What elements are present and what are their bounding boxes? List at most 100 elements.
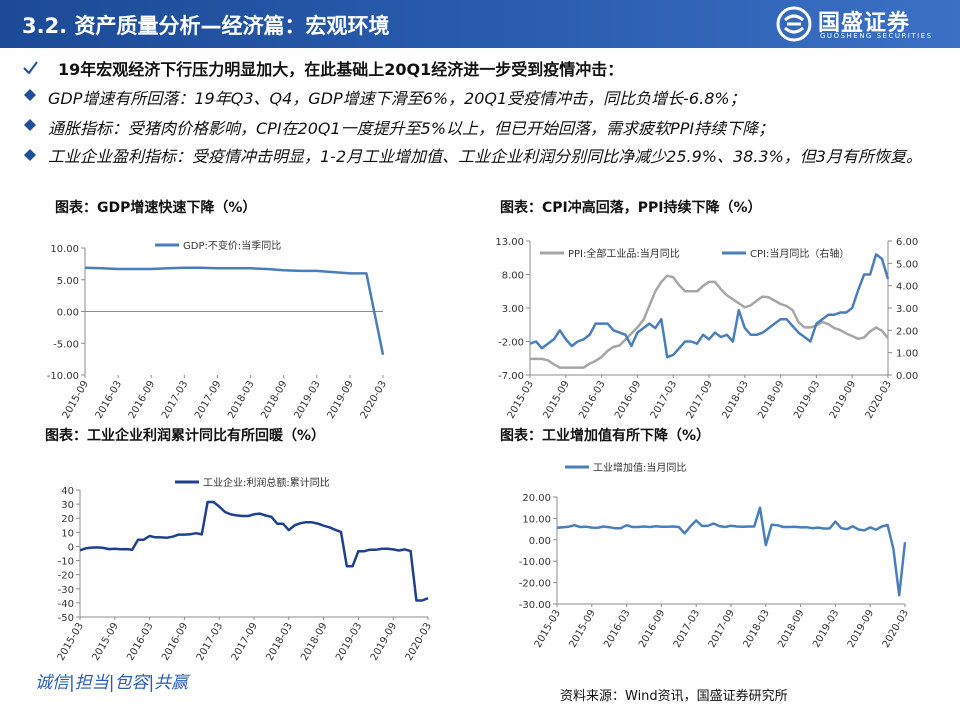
x-tick-label: 2015-09	[541, 379, 571, 421]
y-tick-label: 0	[68, 542, 74, 553]
header: 3.2. 资产质量分析—经济篇：宏观环境 国盛证券 GUOSHENG SECUR…	[0, 0, 960, 48]
y-tick-label: -7.00	[498, 371, 524, 382]
x-tick-label: 2018-03	[741, 608, 771, 650]
x-tick-label: 2016-09	[613, 379, 643, 421]
y2-tick-label: 0.00	[896, 371, 918, 382]
diamond-icon	[24, 89, 36, 101]
legend-label: 工业增加值:当月同比	[593, 461, 686, 474]
bullet: GDP增速有所回落：19年Q3、Q4，GDP增速下滑至6%，20Q1受疫情冲击，…	[48, 89, 746, 108]
y2-tick-label: 4.00	[896, 282, 918, 293]
x-tick-label: 2020-03	[864, 379, 894, 421]
x-tick-label: 2017-09	[707, 608, 737, 650]
x-tick-label: 2015-03	[533, 608, 563, 650]
x-tick-label: 2016-03	[94, 379, 124, 421]
logo-sub: GUOSHENG SECURITIES	[820, 32, 933, 40]
x-tick-label: 2015-03	[506, 379, 536, 421]
bullet: 工业企业盈利指标：受疫情冲击明显，1-2月工业增加值、工业企业利润分别同比净减少…	[48, 147, 922, 166]
x-tick-label: 2016-09	[637, 608, 667, 650]
chart-title: 图表：CPI冲高回落，PPI持续下降（%）	[500, 199, 762, 216]
x-tick-label: 2018-03	[226, 379, 256, 421]
y2-tick-label: 1.00	[896, 349, 918, 360]
y-tick-label: -40	[58, 599, 74, 610]
y-tick-label: 0.00	[529, 536, 551, 547]
x-tick-label: 2018-03	[264, 621, 294, 663]
legend-label: 工业企业:利润总额:累计同比	[203, 476, 330, 489]
x-tick-label: 2017-03	[160, 379, 190, 421]
chart-title: 图表：GDP增速快速下降（%）	[55, 199, 256, 216]
x-tick-label: 2018-03	[720, 379, 750, 421]
y-tick-label: -30	[58, 585, 74, 596]
x-tick-label: 2016-03	[602, 608, 632, 650]
y2-tick-label: 6.00	[896, 237, 918, 248]
y-tick-label: -30.00	[519, 600, 551, 611]
y-tick-label: -5.00	[53, 339, 79, 350]
y-tick-label: -20.00	[519, 579, 551, 590]
series-line	[529, 253, 890, 359]
x-tick-label: 2019-03	[792, 379, 822, 421]
y-tick-label: 0.00	[57, 308, 79, 319]
x-tick-label: 2016-09	[127, 379, 157, 421]
x-tick-label: 2019-03	[811, 608, 841, 650]
slide-title: 3.2. 资产质量分析—经济篇：宏观环境	[22, 14, 390, 38]
x-tick-label: 2020-03	[881, 608, 911, 650]
series-line	[530, 274, 889, 369]
y-tick-label: 5.00	[57, 276, 79, 287]
y-tick-label: 3.00	[502, 304, 524, 315]
y-tick-label: -10.00	[519, 557, 551, 568]
x-tick-label: 2019-09	[326, 379, 356, 421]
y-tick-label: 10	[61, 528, 74, 539]
x-tick-label: 2020-03	[404, 621, 434, 663]
series-line	[84, 266, 385, 355]
chart-title: 图表：工业增加值有所下降（%）	[500, 427, 710, 444]
x-tick-label: 2017-03	[649, 379, 679, 421]
charts: 诚信|担当|包容|共赢 资料来源：Wind资讯，国盛证券研究所 图表：GDP增速…	[35, 199, 918, 704]
x-tick-label: 2019-09	[369, 621, 399, 663]
y-tick-label: 20.00	[522, 493, 551, 504]
check-icon	[23, 61, 38, 75]
footer-motto: 诚信|担当|包容|共赢	[35, 673, 191, 693]
y-tick-label: 8.00	[502, 271, 524, 282]
legend-label: PPI:全部工业品:当月同比	[568, 247, 680, 260]
logo-icon	[776, 6, 812, 42]
x-tick-label: 2017-03	[195, 621, 225, 663]
x-tick-label: 2018-09	[756, 379, 786, 421]
logo-text: 国盛证券	[818, 11, 911, 36]
y-tick-label: -20	[58, 571, 74, 582]
diamond-icon	[24, 119, 36, 131]
x-tick-label: 2019-09	[828, 379, 858, 421]
x-tick-label: 2016-03	[577, 379, 607, 421]
y2-tick-label: 2.00	[896, 326, 918, 337]
x-tick-label: 2016-03	[125, 621, 155, 663]
y-tick-label: 10.00	[50, 244, 79, 255]
y-tick-label: -50	[58, 613, 74, 624]
bullet: 19年宏观经济下行压力明显加大，在此基础上20Q1经济进一步受到疫情冲击：	[58, 60, 624, 79]
chart-title: 图表：工业企业利润累计同比有所回暖（%）	[45, 427, 325, 444]
bullet: 通胀指标：受猪肉价格影响，CPI在20Q1一度提升至5%以上，但已开始回落，需求…	[48, 119, 775, 138]
y-tick-label: 13.00	[495, 237, 524, 248]
series-line	[556, 506, 907, 597]
x-tick-label: 2015-03	[56, 621, 86, 663]
legend-label: CPI:当月同比（右轴）	[750, 247, 849, 260]
y-tick-label: 20	[61, 514, 74, 525]
source: 资料来源：Wind资讯，国盛证券研究所	[560, 688, 788, 704]
x-tick-label: 2020-03	[359, 379, 389, 421]
x-tick-label: 2015-09	[61, 379, 91, 421]
y-tick-label: 30	[61, 500, 74, 511]
series-line	[79, 500, 429, 602]
x-tick-label: 2017-09	[230, 621, 260, 663]
y-tick-label: -10.00	[47, 371, 79, 382]
x-tick-label: 2019-09	[846, 608, 876, 650]
x-tick-label: 2019-03	[292, 379, 322, 421]
y-tick-label: 40	[61, 486, 74, 497]
x-tick-label: 2018-09	[776, 608, 806, 650]
x-tick-label: 2015-09	[567, 608, 597, 650]
diamond-icon	[24, 149, 36, 161]
y2-tick-label: 5.00	[896, 259, 918, 270]
y-tick-label: -2.00	[498, 338, 524, 349]
x-tick-label: 2015-09	[90, 621, 120, 663]
y-tick-label: 10.00	[522, 514, 551, 525]
bullet-icons	[23, 61, 38, 161]
x-tick-label: 2017-09	[193, 379, 223, 421]
x-tick-label: 2017-03	[672, 608, 702, 650]
